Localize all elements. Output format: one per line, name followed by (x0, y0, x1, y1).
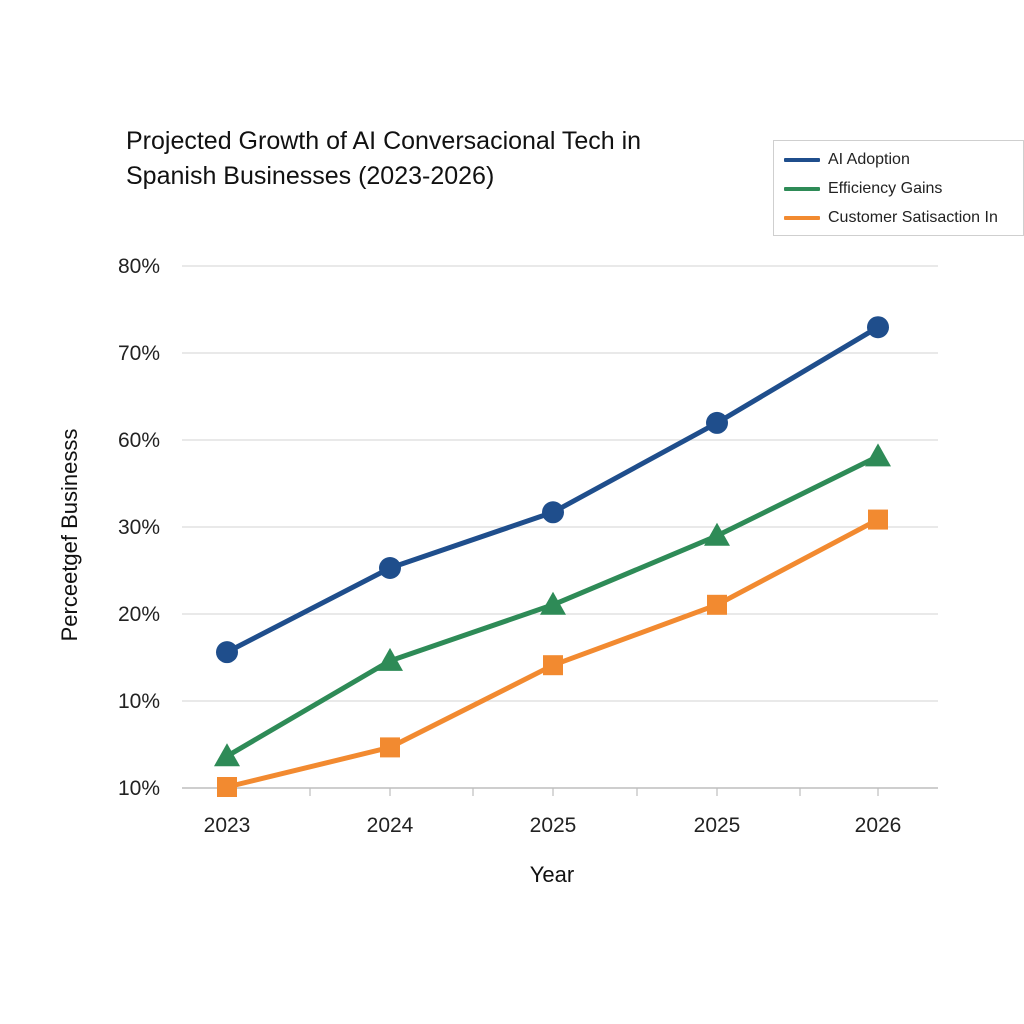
chart-title: Projected Growth of AI Conversacional Te… (126, 124, 726, 194)
data-point-efficiency-gains (377, 647, 403, 671)
legend-entry-ai-adoption: AI Adoption (784, 149, 910, 171)
series-layer (214, 316, 891, 797)
data-point-customer-satisaction-in (380, 737, 400, 758)
y-tick-label: 60% (118, 429, 160, 452)
data-point-ai-adoption (706, 411, 728, 434)
legend-label-customer-satisfaction: Customer Satisaction In (828, 209, 998, 226)
series-efficiency-gains (214, 443, 891, 767)
chart-title-line-2: Spanish Businesses (2023-2026) (126, 162, 495, 190)
chart-title-line-1: Projected Growth of AI Conversacional Te… (126, 127, 642, 155)
y-tick-label: 70% (118, 342, 160, 365)
x-tick-label: 2026 (855, 814, 902, 837)
x-axis-title: Year (530, 862, 574, 887)
data-point-customer-satisaction-in (868, 509, 888, 530)
data-point-customer-satisaction-in (707, 594, 727, 615)
x-tick-label: 2025 (530, 814, 577, 837)
data-point-efficiency-gains (865, 443, 891, 467)
gridlines (182, 265, 938, 789)
legend-entry-customer-satisfaction: Customer Satisaction In (784, 207, 998, 229)
x-tick-marks (226, 788, 879, 796)
x-tick-label: 2023 (204, 814, 251, 837)
y-tick-label: 10% (118, 777, 160, 800)
data-point-ai-adoption (216, 641, 238, 664)
series-ai-adoption (216, 316, 889, 664)
y-axis-title: Perceetgef Businesss (57, 429, 82, 642)
data-point-ai-adoption (379, 557, 401, 579)
y-tick-label: 80% (118, 255, 160, 278)
data-point-ai-adoption (867, 316, 889, 339)
y-tick-label: 30% (118, 516, 160, 539)
data-point-ai-adoption (542, 501, 564, 524)
data-point-customer-satisaction-in (543, 655, 563, 676)
data-point-efficiency-gains (540, 591, 566, 615)
legend-label-ai-adoption: AI Adoption (828, 151, 910, 168)
series-line-customer-satisaction-in (224, 517, 881, 790)
legend-swatch-efficiency-gains (784, 187, 820, 191)
legend-label-efficiency-gains: Efficiency Gains (828, 180, 943, 197)
y-tick-label: 20% (118, 603, 160, 626)
data-point-efficiency-gains (704, 522, 730, 546)
series-customer-satisaction-in (217, 509, 888, 797)
y-tick-labels: 10% 10% 20% 30% 60% 70% 80% (118, 255, 160, 800)
data-point-efficiency-gains (214, 743, 240, 767)
x-tick-labels: 2023 2024 2025 2025 2026 (204, 814, 902, 837)
y-tick-label: 10% (118, 690, 160, 713)
x-tick-label: 2025 (694, 814, 741, 837)
data-point-customer-satisaction-in (217, 777, 237, 797)
legend-swatch-ai-adoption (784, 158, 820, 162)
legend-entry-efficiency-gains: Efficiency Gains (784, 178, 942, 200)
legend: AI Adoption Efficiency Gains Customer Sa… (773, 140, 1024, 236)
x-tick-label: 2024 (367, 814, 414, 837)
legend-swatch-customer-satisfaction (784, 216, 820, 220)
